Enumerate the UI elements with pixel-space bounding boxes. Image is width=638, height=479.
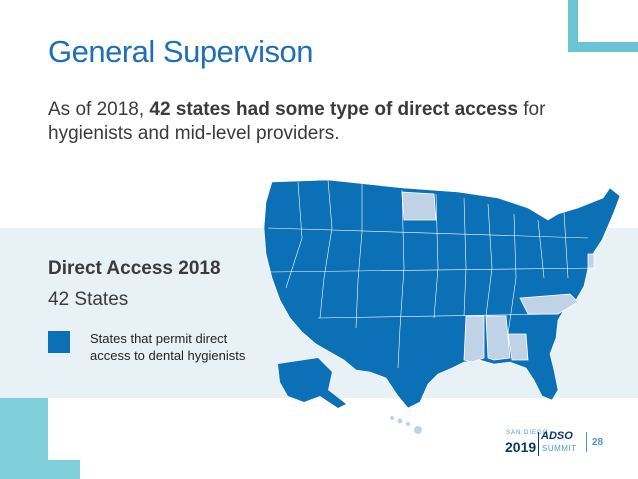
logo-location: SAN DIEGO (506, 430, 549, 436)
logo-brand: ADSO (541, 430, 573, 442)
slide-title: General Supervison (48, 34, 314, 69)
north-dakota-state (401, 191, 437, 221)
us-mainland-shape (263, 179, 621, 409)
map-subhead: Direct Access 2018 (48, 258, 221, 279)
page-number-divider (586, 432, 587, 452)
state-borders (267, 179, 599, 369)
mississippi-state (463, 315, 485, 363)
logo-year: 2019 (505, 439, 537, 455)
legend-label: States that permit direct access to dent… (90, 331, 246, 363)
lead-prefix: As of 2018, (48, 99, 145, 120)
alaska-state (278, 358, 346, 408)
lead-paragraph: As of 2018, 42 states had some type of d… (48, 98, 608, 146)
legend-swatch (48, 331, 70, 353)
hawaii-state (390, 416, 422, 434)
georgia-south-state (507, 333, 529, 361)
logo-divider (538, 432, 539, 456)
delaware-state (587, 253, 595, 269)
us-direct-access-map (263, 179, 621, 434)
alabama-state (485, 315, 511, 361)
corner-decoration-bottom-bar (0, 460, 80, 479)
adso-summit-logo: SAN DIEGO 2019 ADSO SUMMIT (505, 430, 585, 464)
north-carolina-state (519, 293, 579, 315)
page-number: 28 (592, 437, 604, 448)
state-count: 42 States (48, 289, 129, 310)
lead-suffix: for hygienists and mid-level providers. (48, 99, 546, 144)
logo-summit: SUMMIT (542, 444, 577, 453)
corner-decoration-inner (578, 0, 638, 42)
lead-bold: 42 states had some type of direct access (149, 99, 518, 120)
